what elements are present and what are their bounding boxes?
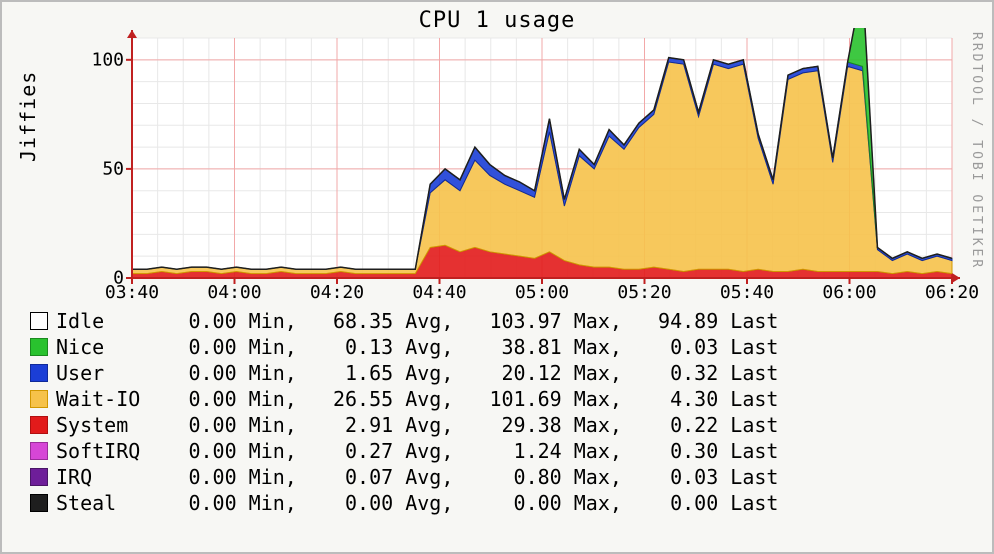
x-tick-label: 04:00: [207, 282, 261, 303]
legend-text: IRQ 0.00 Min, 0.07 Avg, 0.80 Max, 0.03 L…: [56, 464, 778, 490]
chart-plot: [122, 28, 972, 288]
legend-swatch: [30, 494, 48, 512]
x-tick-label: 04:20: [310, 282, 364, 303]
y-tick-label: 100: [6, 49, 124, 70]
legend-table: Idle 0.00 Min, 68.35 Avg, 103.97 Max, 94…: [30, 308, 972, 516]
x-tick-label: 05:20: [617, 282, 671, 303]
legend-row: User 0.00 Min, 1.65 Avg, 20.12 Max, 0.32…: [30, 360, 972, 386]
legend-swatch: [30, 390, 48, 408]
x-tick-label: 05:00: [515, 282, 569, 303]
legend-row: Nice 0.00 Min, 0.13 Avg, 38.81 Max, 0.03…: [30, 334, 972, 360]
legend-row: Steal 0.00 Min, 0.00 Avg, 0.00 Max, 0.00…: [30, 490, 972, 516]
legend-swatch: [30, 338, 48, 356]
legend-swatch: [30, 364, 48, 382]
legend-text: Idle 0.00 Min, 68.35 Avg, 103.97 Max, 94…: [56, 308, 778, 334]
legend-text: Nice 0.00 Min, 0.13 Avg, 38.81 Max, 0.03…: [56, 334, 778, 360]
legend-text: Wait-IO 0.00 Min, 26.55 Avg, 101.69 Max,…: [56, 386, 778, 412]
legend-text: SoftIRQ 0.00 Min, 0.27 Avg, 1.24 Max, 0.…: [56, 438, 778, 464]
legend-text: User 0.00 Min, 1.65 Avg, 20.12 Max, 0.32…: [56, 360, 778, 386]
x-tick-label: 04:40: [412, 282, 466, 303]
x-tick-label: 05:40: [720, 282, 774, 303]
legend-row: System 0.00 Min, 2.91 Avg, 29.38 Max, 0.…: [30, 412, 972, 438]
x-tick-label: 06:00: [822, 282, 876, 303]
y-tick-labels: 050100: [2, 38, 124, 278]
legend-row: IRQ 0.00 Min, 0.07 Avg, 0.80 Max, 0.03 L…: [30, 464, 972, 490]
x-tick-label: 06:20: [925, 282, 979, 303]
y-tick-label: 50: [6, 158, 124, 179]
legend-swatch: [30, 442, 48, 460]
x-tick-label: 03:40: [105, 282, 159, 303]
legend-text: System 0.00 Min, 2.91 Avg, 29.38 Max, 0.…: [56, 412, 778, 438]
legend-swatch: [30, 312, 48, 330]
x-tick-labels: 03:4004:0004:2004:4005:0005:2005:4006:00…: [132, 282, 952, 306]
legend-swatch: [30, 416, 48, 434]
legend-swatch: [30, 468, 48, 486]
legend-row: Idle 0.00 Min, 68.35 Avg, 103.97 Max, 94…: [30, 308, 972, 334]
legend-text: Steal 0.00 Min, 0.00 Avg, 0.00 Max, 0.00…: [56, 490, 778, 516]
legend-row: SoftIRQ 0.00 Min, 0.27 Avg, 1.24 Max, 0.…: [30, 438, 972, 464]
legend-row: Wait-IO 0.00 Min, 26.55 Avg, 101.69 Max,…: [30, 386, 972, 412]
